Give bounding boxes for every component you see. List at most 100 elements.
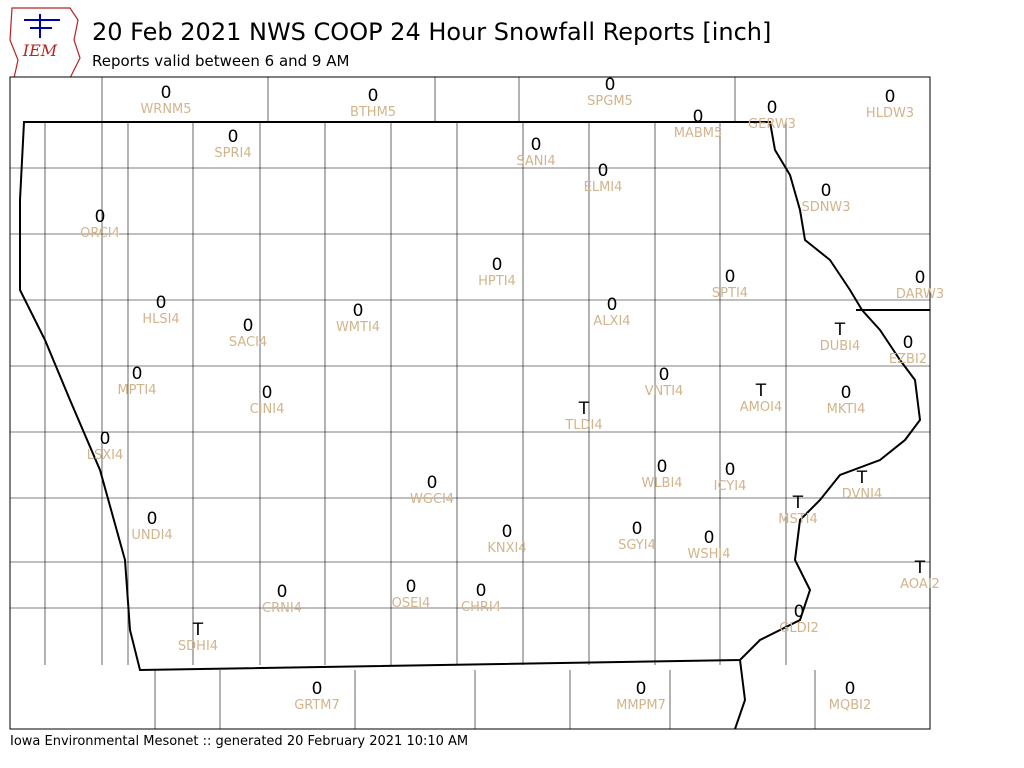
station-id: HLSI4 bbox=[142, 312, 179, 327]
station-id: GLDI2 bbox=[779, 621, 818, 636]
station-value: 0 bbox=[147, 509, 158, 529]
station-id: MABM5 bbox=[674, 126, 723, 141]
station-id: TLDI4 bbox=[564, 418, 602, 433]
logo: IEM bbox=[9, 7, 81, 79]
station-id: EZBI2 bbox=[889, 352, 927, 367]
station-value: 0 bbox=[605, 75, 616, 95]
station-id: WGCI4 bbox=[410, 492, 454, 507]
station-value: T bbox=[192, 620, 204, 640]
station-id: VNTI4 bbox=[645, 384, 684, 399]
station-value: 0 bbox=[693, 107, 704, 127]
station-value: 0 bbox=[531, 135, 542, 155]
station-value: T bbox=[914, 558, 926, 578]
title: 20 Feb 2021 NWS COOP 24 Hour Snowfall Re… bbox=[92, 18, 771, 46]
station-id: SANI4 bbox=[516, 154, 555, 169]
station-value: 0 bbox=[228, 127, 239, 147]
state-boundary bbox=[19, 121, 922, 672]
station-value: 0 bbox=[476, 581, 487, 601]
station-id: SPRI4 bbox=[214, 146, 251, 161]
station-value: 0 bbox=[657, 457, 668, 477]
station-id: GERW3 bbox=[748, 117, 796, 132]
station-id: DUBI4 bbox=[820, 339, 861, 354]
station-id: HLDW3 bbox=[866, 106, 914, 121]
station-value: 0 bbox=[845, 679, 856, 699]
station-id: SPTI4 bbox=[712, 286, 748, 301]
map-frame bbox=[9, 76, 931, 730]
logo-outline bbox=[9, 7, 81, 79]
station-id: MPTI4 bbox=[117, 383, 156, 398]
station-value: 0 bbox=[312, 679, 323, 699]
station-value: 0 bbox=[903, 333, 914, 353]
stations: 0WRNM50BTHM50SPGM50MABM50GERW30HLDW30SPR… bbox=[80, 75, 944, 713]
station-value: T bbox=[792, 493, 804, 513]
station-id: LSXI4 bbox=[87, 448, 124, 463]
station-value: 0 bbox=[885, 87, 896, 107]
station-value: 0 bbox=[794, 602, 805, 622]
station-id: SDNW3 bbox=[801, 200, 850, 215]
station-value: 0 bbox=[492, 255, 503, 275]
station-value: 0 bbox=[636, 679, 647, 699]
station-value: T bbox=[755, 381, 767, 401]
station-value: 0 bbox=[95, 207, 106, 227]
station-id: GRTM7 bbox=[294, 698, 340, 713]
station-id: DARW3 bbox=[896, 287, 944, 302]
station-id: DVNI4 bbox=[842, 487, 883, 502]
station-id: AOAI2 bbox=[900, 577, 940, 592]
station-id: CRNI4 bbox=[262, 601, 302, 616]
station-value: 0 bbox=[502, 522, 513, 542]
station-value: 0 bbox=[243, 316, 254, 336]
logo-text: IEM bbox=[22, 41, 58, 60]
station-value: 0 bbox=[353, 301, 364, 321]
station-value: 0 bbox=[915, 268, 926, 288]
footer: Iowa Environmental Mesonet :: generated … bbox=[10, 734, 468, 749]
station-id: SPGM5 bbox=[587, 94, 633, 109]
subtitle: Reports valid between 6 and 9 AM bbox=[92, 52, 349, 70]
station-value: T bbox=[856, 468, 868, 488]
station-value: 0 bbox=[406, 577, 417, 597]
station-value: 0 bbox=[632, 519, 643, 539]
station-value: 0 bbox=[725, 267, 736, 287]
station-value: 0 bbox=[132, 364, 143, 384]
state-boundary bbox=[734, 659, 747, 730]
station-id: SGYI4 bbox=[618, 538, 656, 553]
station-id: SDHI4 bbox=[178, 639, 218, 654]
station-id: MQBI2 bbox=[829, 698, 871, 713]
station-value: 0 bbox=[841, 383, 852, 403]
station-id: WMTI4 bbox=[336, 320, 380, 335]
station-value: 0 bbox=[427, 473, 438, 493]
station-id: AMOI4 bbox=[740, 400, 782, 415]
logo-mark bbox=[24, 14, 60, 38]
station-value: T bbox=[834, 320, 846, 340]
station-id: MKTI4 bbox=[827, 402, 866, 417]
station-id: CINI4 bbox=[250, 402, 285, 417]
station-id: KNXI4 bbox=[487, 541, 526, 556]
station-value: 0 bbox=[100, 429, 111, 449]
station-id: UNDI4 bbox=[131, 528, 172, 543]
station-value: 0 bbox=[598, 161, 609, 181]
station-value: 0 bbox=[821, 181, 832, 201]
station-value: T bbox=[578, 399, 590, 419]
station-id: BTHM5 bbox=[350, 105, 396, 120]
station-value: 0 bbox=[704, 528, 715, 548]
station-id: WSHI4 bbox=[688, 547, 731, 562]
county-lines bbox=[10, 77, 930, 729]
station-value: 0 bbox=[161, 83, 172, 103]
station-id: ICYI4 bbox=[714, 479, 747, 494]
station-value: 0 bbox=[277, 582, 288, 602]
station-value: 0 bbox=[262, 383, 273, 403]
station-id: ELMI4 bbox=[584, 180, 623, 195]
station-value: 0 bbox=[725, 460, 736, 480]
station-value: 0 bbox=[767, 98, 778, 118]
station-value: 0 bbox=[607, 295, 618, 315]
station-id: WRNM5 bbox=[140, 102, 191, 117]
station-id: CHRI4 bbox=[461, 600, 501, 615]
station-id: ALXI4 bbox=[593, 314, 630, 329]
station-id: WLBI4 bbox=[641, 476, 682, 491]
station-value: 0 bbox=[156, 293, 167, 313]
station-id: OSEI4 bbox=[392, 596, 431, 611]
station-id: ORCI4 bbox=[80, 226, 120, 241]
station-id: SACI4 bbox=[229, 335, 267, 350]
station-value: 0 bbox=[368, 86, 379, 106]
